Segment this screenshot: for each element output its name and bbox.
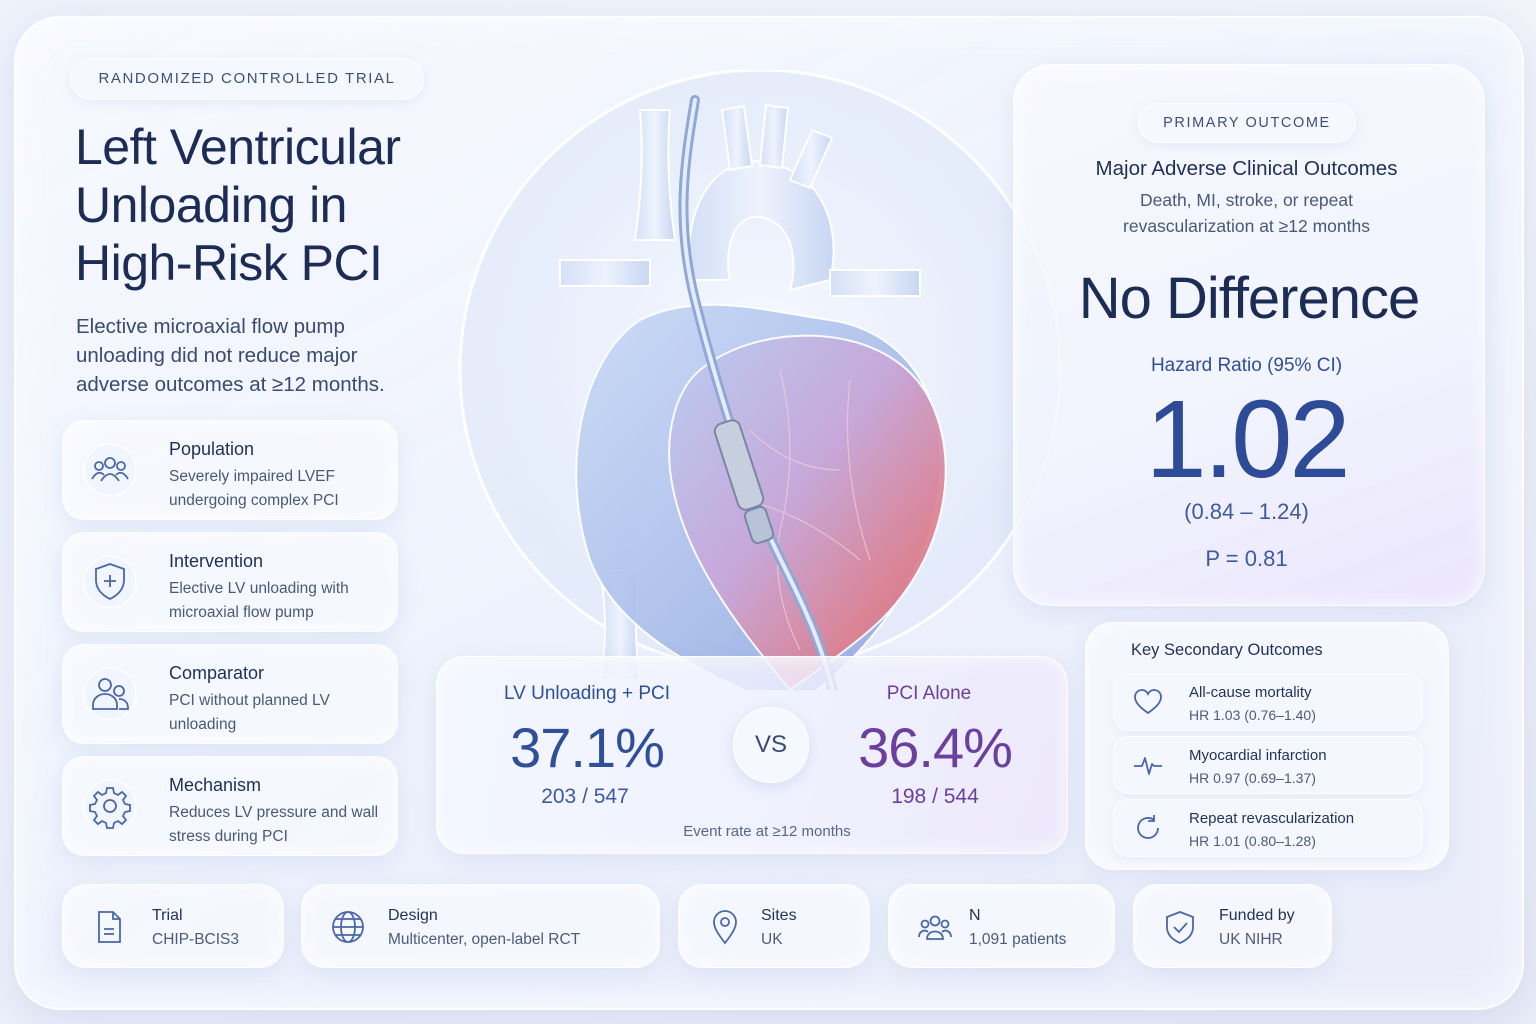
outcome-definition-line: revascularization at ≥12 months — [1123, 216, 1370, 236]
card-description: PCI without planned LV unloading — [169, 692, 330, 733]
result-headline: No Difference — [1078, 266, 1421, 331]
people-pair-icon — [83, 667, 137, 721]
page-title: Left Ventricular Unloading in High-Risk … — [75, 118, 455, 292]
primary-outcome-tag: PRIMARY OUTCOME — [1163, 115, 1331, 131]
intervention-arm-rate: 37.1% — [510, 716, 665, 779]
globe-icon — [330, 909, 366, 945]
outcome-title: Major Adverse Clinical Outcomes — [1095, 157, 1398, 180]
p-value: P = 0.81 — [1205, 546, 1288, 571]
event-rate-footnote: Event rate at ≥12 months — [683, 823, 851, 840]
info-label: N — [969, 907, 981, 924]
outcome-definition-line: Death, MI, stroke, or repeat — [1139, 190, 1353, 210]
pulse-icon — [1132, 749, 1164, 781]
secondary-outcome-value: HR 1.01 (0.80–1.28) — [1189, 833, 1316, 849]
title-line: Left Ventricular — [75, 119, 401, 175]
info-value: Multicenter, open-label RCT — [388, 931, 581, 948]
gear-icon — [83, 779, 137, 833]
location-pin-icon — [707, 909, 743, 945]
info-value: UK NIHR — [1219, 931, 1283, 948]
summary-text: Elective microaxial flow pump unloading … — [76, 315, 385, 396]
info-value: UK — [761, 931, 783, 948]
card-description: Elective LV unloading with microaxial fl… — [169, 580, 349, 621]
info-label: Sites — [761, 907, 797, 924]
secondary-outcome-item: All-cause mortality HR 1.03 (0.76–1.40) — [1113, 673, 1423, 731]
intervention-arm-label: LV Unloading + PCI — [504, 683, 670, 704]
primary-outcome-panel: PRIMARY OUTCOME Major Adverse Clinical O… — [1013, 64, 1485, 606]
info-label: Funded by — [1219, 907, 1295, 924]
heart-icon — [1132, 686, 1164, 718]
document-icon — [91, 909, 127, 945]
card-title: Intervention — [169, 551, 264, 571]
mechanism-card: Mechanism Reduces LV pressure and wall s… — [62, 756, 398, 856]
event-rate-comparison: LV Unloading + PCI 37.1% 203 / 547 VS PC… — [436, 656, 1068, 854]
info-label: Design — [388, 907, 438, 924]
hazard-ratio-label: Hazard Ratio (95% CI) — [1150, 355, 1343, 376]
trial-type-label: RANDOMIZED CONTROLLED TRIAL — [98, 70, 396, 87]
confidence-interval: (0.84 – 1.24) — [1184, 499, 1309, 524]
secondary-outcome-label: Myocardial infarction — [1189, 747, 1327, 764]
shield-plus-icon — [83, 555, 137, 609]
secondary-outcome-label: All-cause mortality — [1189, 684, 1312, 701]
outcome-definition: Death, MI, stroke, or repeat revasculari… — [1014, 187, 1479, 239]
hazard-ratio-value: 1.02 — [1145, 378, 1350, 501]
trial-type-badge: RANDOMIZED CONTROLLED TRIAL — [70, 58, 424, 100]
funding-card: Funded by UK NIHR — [1133, 884, 1332, 968]
people-group-icon — [83, 443, 137, 497]
sites-card: Sites UK — [678, 884, 870, 968]
title-line: High-Risk PCI — [75, 235, 383, 291]
card-description: Severely impaired LVEF undergoing comple… — [169, 468, 339, 509]
control-arm-rate: 36.4% — [858, 716, 1013, 779]
heart-illustration — [450, 70, 1070, 690]
secondary-outcome-label: Repeat revascularization — [1189, 810, 1355, 827]
population-card: Population Severely impaired LVEF underg… — [62, 420, 398, 520]
secondary-outcome-item: Repeat revascularization HR 1.01 (0.80–1… — [1113, 799, 1423, 857]
card-title: Comparator — [169, 663, 265, 683]
design-card: Design Multicenter, open-label RCT — [301, 884, 660, 968]
control-arm-counts: 198 / 544 — [891, 785, 979, 808]
intervention-arm-counts: 203 / 547 — [541, 785, 629, 808]
intervention-card: Intervention Elective LV unloading with … — [62, 532, 398, 632]
card-description: Reduces LV pressure and wall stress duri… — [169, 804, 379, 845]
enrollment-card: N 1,091 patients — [888, 884, 1115, 968]
trial-name-card: Trial CHIP-BCIS3 — [62, 884, 284, 968]
info-label: Trial — [152, 907, 183, 924]
comparator-card: Comparator PCI without planned LV unload… — [62, 644, 398, 744]
info-value: 1,091 patients — [969, 931, 1067, 948]
control-arm-label: PCI Alone — [886, 683, 972, 704]
secondary-outcomes-title: Key Secondary Outcomes — [1131, 641, 1323, 659]
primary-outcome-badge: PRIMARY OUTCOME — [1138, 103, 1356, 143]
refresh-icon — [1132, 812, 1164, 844]
vs-label: VS — [754, 731, 787, 758]
card-title: Population — [169, 439, 255, 459]
vs-badge: VS — [733, 707, 809, 783]
shield-check-icon — [1162, 909, 1198, 945]
secondary-outcomes-panel: Key Secondary Outcomes All-cause mortali… — [1085, 622, 1449, 870]
card-title: Mechanism — [169, 775, 262, 795]
people-group-icon — [917, 909, 953, 945]
secondary-outcome-value: HR 0.97 (0.69–1.37) — [1189, 770, 1316, 786]
info-value: CHIP-BCIS3 — [152, 931, 239, 948]
secondary-outcome-item: Myocardial infarction HR 0.97 (0.69–1.37… — [1113, 736, 1423, 794]
secondary-outcome-value: HR 1.03 (0.76–1.40) — [1189, 707, 1316, 723]
title-line: Unloading in — [75, 177, 347, 233]
